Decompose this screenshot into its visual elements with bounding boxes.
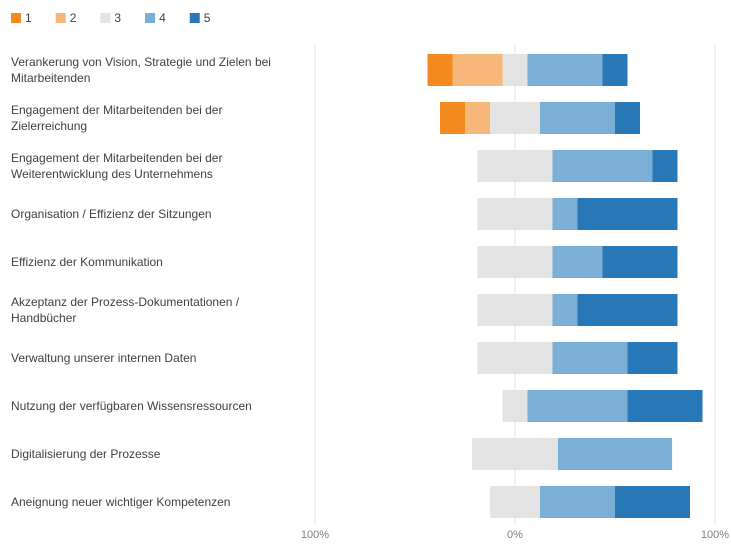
category-label: Nutzung der verfügbaren Wissensressource…	[11, 399, 252, 413]
bar-segment	[557, 438, 673, 470]
category-label: Digitalisierung der Prozesse	[11, 447, 161, 461]
legend-swatch	[55, 13, 66, 23]
bar-segment	[552, 342, 628, 374]
bar-segment	[552, 150, 653, 182]
bar-segment	[627, 390, 703, 422]
legend-label: 3	[114, 11, 121, 25]
bar-segment	[477, 150, 553, 182]
legend-label: 5	[204, 11, 211, 25]
x-tick-label: 100%	[701, 529, 729, 541]
bar-segment	[527, 390, 628, 422]
bar-segment	[502, 390, 528, 422]
bar-segment	[427, 54, 453, 86]
bar-segment	[490, 486, 540, 518]
category-label: Aneignung neuer wichtiger Kompetenzen	[11, 495, 231, 509]
legend-swatch	[11, 13, 21, 23]
bar-segment	[527, 54, 603, 86]
legend-swatch	[145, 13, 156, 23]
legend-label: 1	[25, 11, 32, 25]
bar-segment	[552, 246, 603, 278]
bar-segment	[465, 102, 490, 134]
category-label: Verwaltung unserer internen Daten	[11, 351, 197, 365]
bar-segment	[602, 54, 628, 86]
category-label: Engagement der Mitarbeitenden bei der We…	[11, 151, 223, 181]
x-tick-label: 100%	[301, 529, 329, 541]
bar-segment	[615, 486, 690, 518]
bar-segment	[540, 102, 615, 134]
legend-label: 4	[159, 11, 166, 25]
bar-segment	[440, 102, 465, 134]
category-label: Organisation / Effizienz der Sitzungen	[11, 207, 212, 221]
category-label: Engagement der Mitarbeitenden bei der Zi…	[11, 103, 223, 133]
legend-swatch	[100, 13, 111, 23]
category-label: Effizienz der Kommunikation	[11, 255, 163, 269]
legend-swatch	[189, 13, 200, 23]
legend-label: 2	[70, 11, 77, 25]
bar-segment	[477, 294, 553, 326]
bar-segment	[652, 150, 678, 182]
bar-segment	[490, 102, 540, 134]
bar-segment	[602, 246, 678, 278]
bar-segment	[502, 54, 528, 86]
bar-segment	[477, 198, 553, 230]
bar-segment	[452, 54, 503, 86]
category-label: Verankerung von Vision, Strategie und Zi…	[11, 55, 271, 85]
bar-segment	[540, 486, 615, 518]
bar-segment	[577, 294, 678, 326]
bar-segment	[477, 342, 553, 374]
bar-segment	[577, 198, 678, 230]
bar-segment	[552, 294, 578, 326]
category-label: Akzeptanz der Prozess-Dokumentationen / …	[11, 295, 240, 325]
bar-segment	[477, 246, 553, 278]
bar-segment	[627, 342, 678, 374]
bar-segment	[615, 102, 640, 134]
bar-segment	[472, 438, 558, 470]
x-tick-label: 0%	[507, 529, 523, 541]
bar-segment	[552, 198, 578, 230]
